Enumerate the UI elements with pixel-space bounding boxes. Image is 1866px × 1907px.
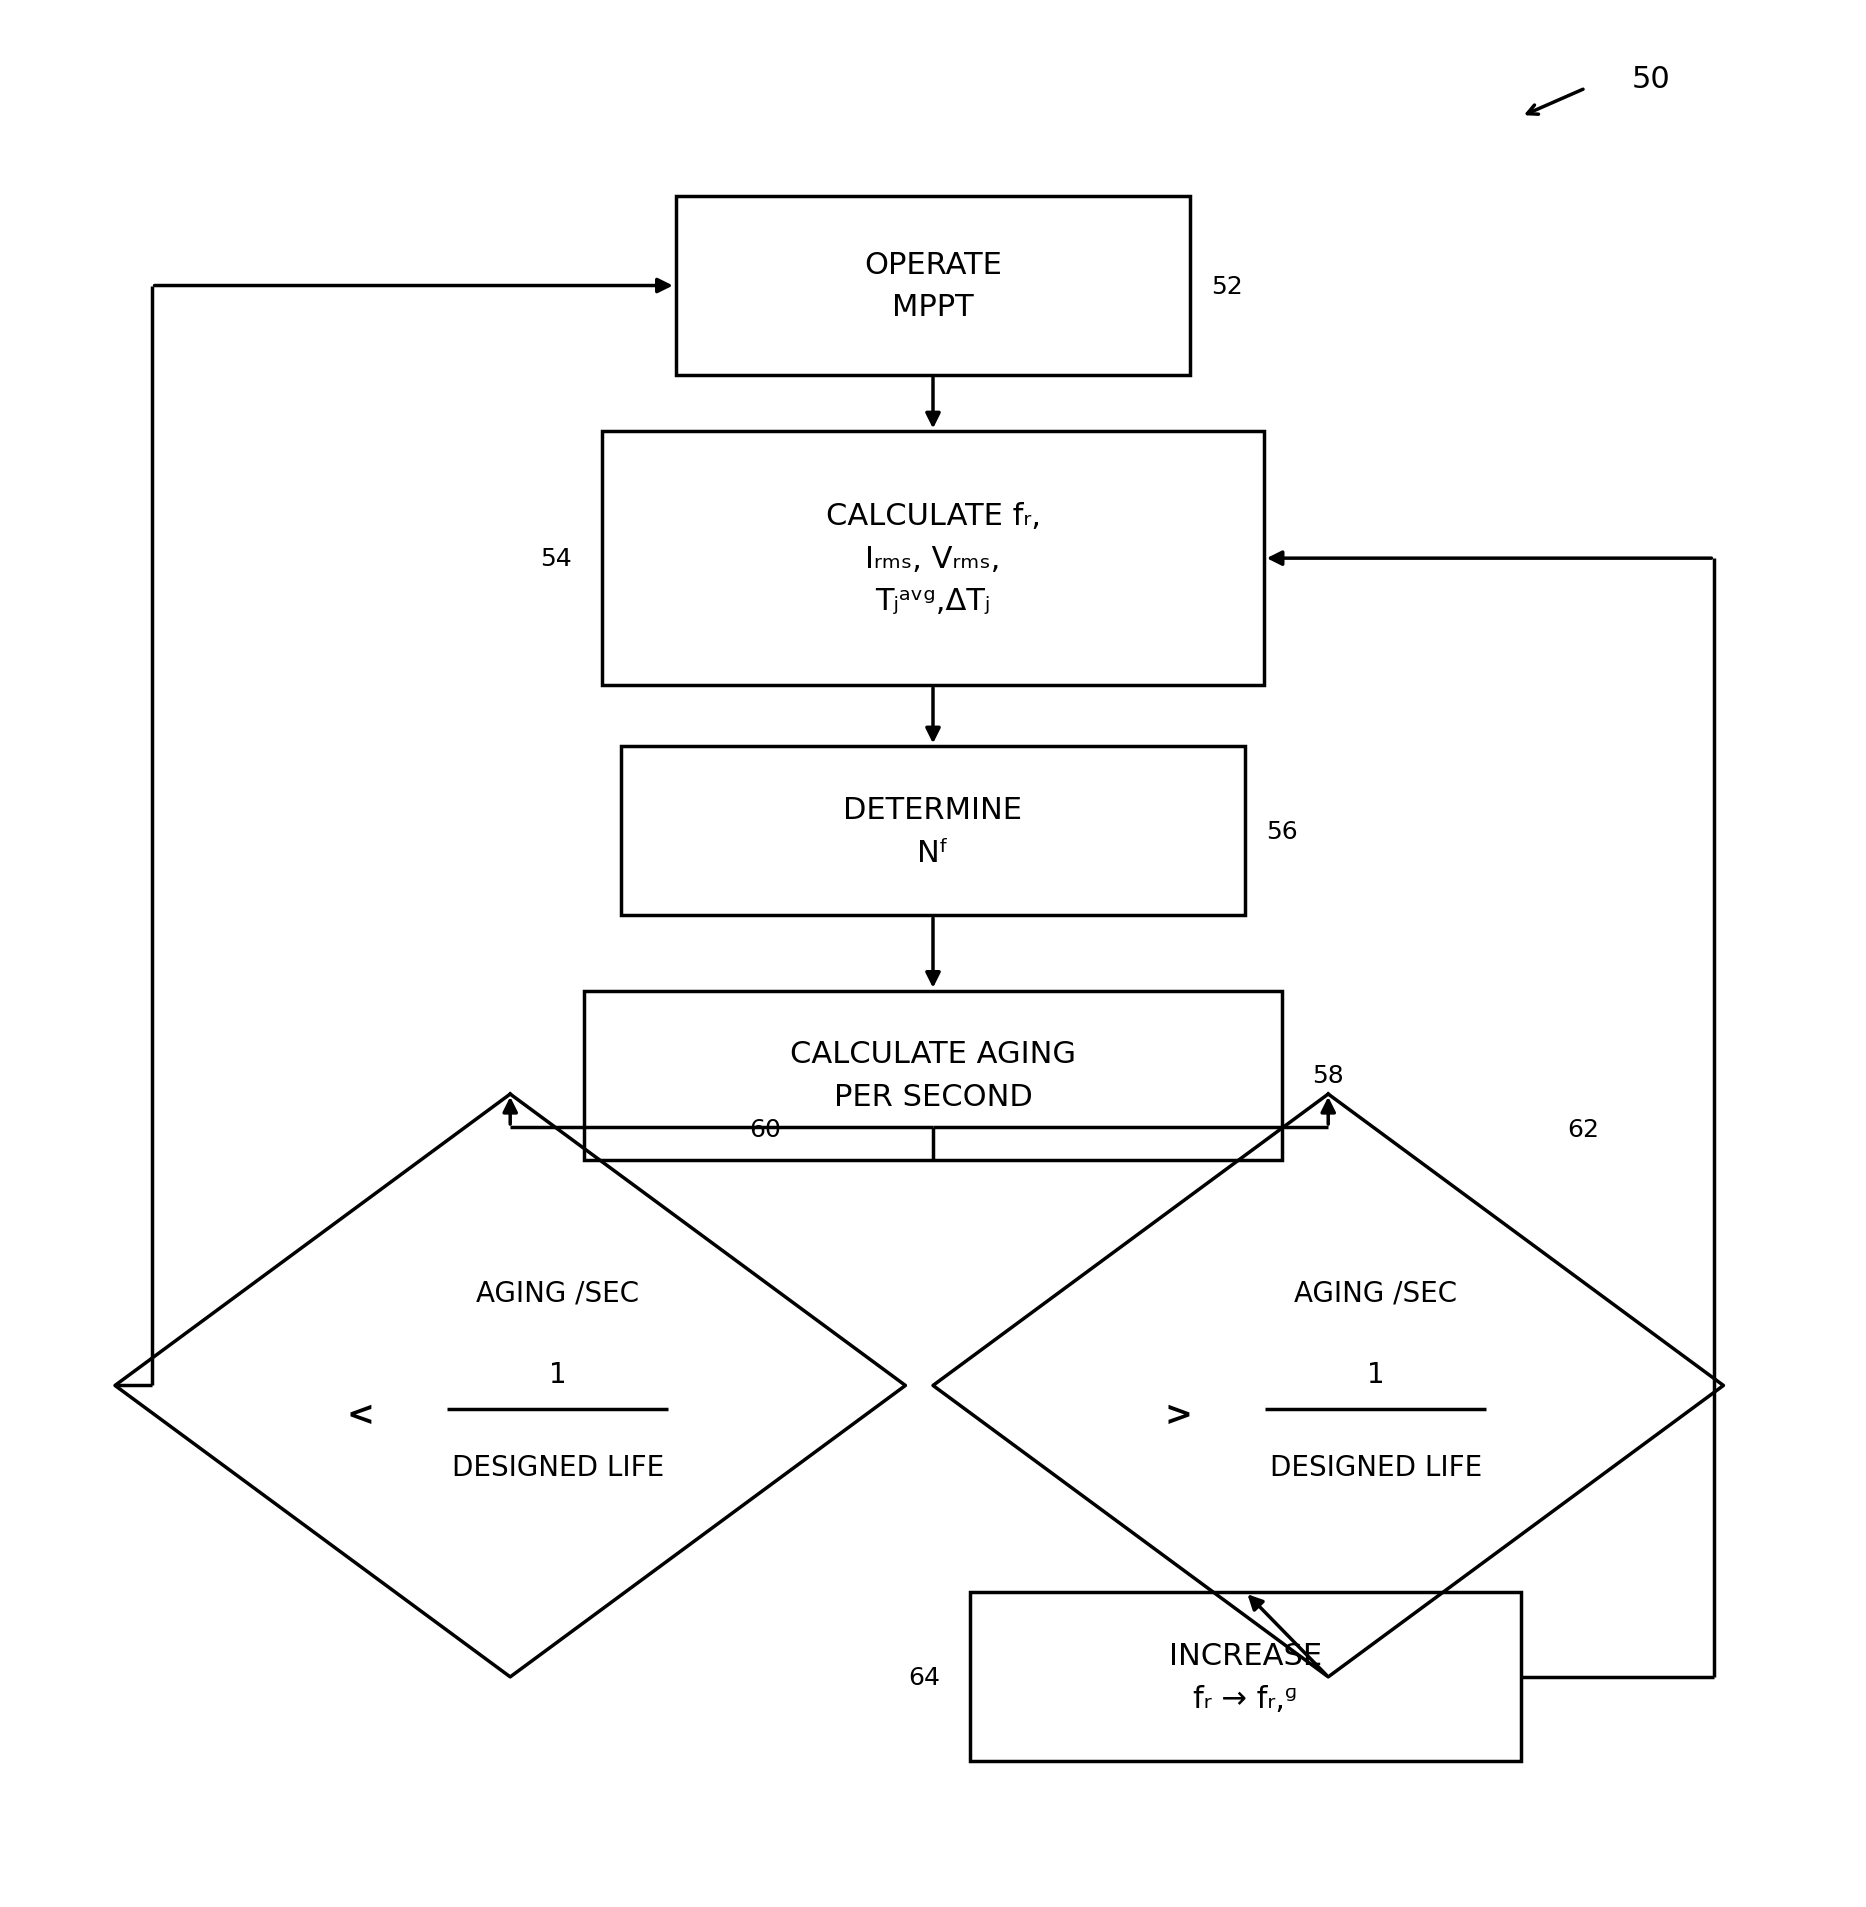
Text: 54: 54: [541, 547, 573, 570]
Text: AGING /SEC: AGING /SEC: [476, 1278, 640, 1306]
FancyBboxPatch shape: [584, 992, 1282, 1159]
FancyBboxPatch shape: [603, 433, 1263, 687]
Text: INCREASE
fᵣ → fᵣ,ᶢ: INCREASE fᵣ → fᵣ,ᶢ: [1168, 1642, 1321, 1712]
Text: DESIGNED LIFE: DESIGNED LIFE: [452, 1453, 664, 1482]
Text: 52: 52: [1211, 275, 1243, 297]
Text: 1: 1: [1366, 1360, 1385, 1388]
Text: 1: 1: [549, 1360, 567, 1388]
Text: 58: 58: [1312, 1064, 1344, 1087]
Text: CALCULATE AGING
PER SECOND: CALCULATE AGING PER SECOND: [789, 1039, 1077, 1112]
Polygon shape: [933, 1095, 1724, 1676]
Text: 64: 64: [907, 1665, 940, 1690]
Text: 50: 50: [1631, 65, 1670, 93]
Text: <: <: [345, 1398, 373, 1432]
Text: OPERATE
MPPT: OPERATE MPPT: [864, 250, 1002, 322]
FancyBboxPatch shape: [621, 748, 1245, 915]
Text: 62: 62: [1567, 1118, 1599, 1142]
Text: DETERMINE
Nᶠ: DETERMINE Nᶠ: [843, 795, 1023, 868]
Text: >: >: [1164, 1398, 1192, 1432]
Text: CALCULATE fᵣ,
Iᵣₘₛ, Vᵣₘₛ,
Tⱼᵃᵛᵍ,ΔTⱼ: CALCULATE fᵣ, Iᵣₘₛ, Vᵣₘₛ, Tⱼᵃᵛᵍ,ΔTⱼ: [825, 502, 1041, 616]
Text: DESIGNED LIFE: DESIGNED LIFE: [1269, 1453, 1482, 1482]
Text: AGING /SEC: AGING /SEC: [1295, 1278, 1457, 1306]
Text: 60: 60: [748, 1118, 782, 1142]
FancyBboxPatch shape: [970, 1592, 1521, 1762]
Polygon shape: [116, 1095, 905, 1676]
FancyBboxPatch shape: [675, 196, 1191, 376]
Text: 56: 56: [1267, 820, 1299, 843]
